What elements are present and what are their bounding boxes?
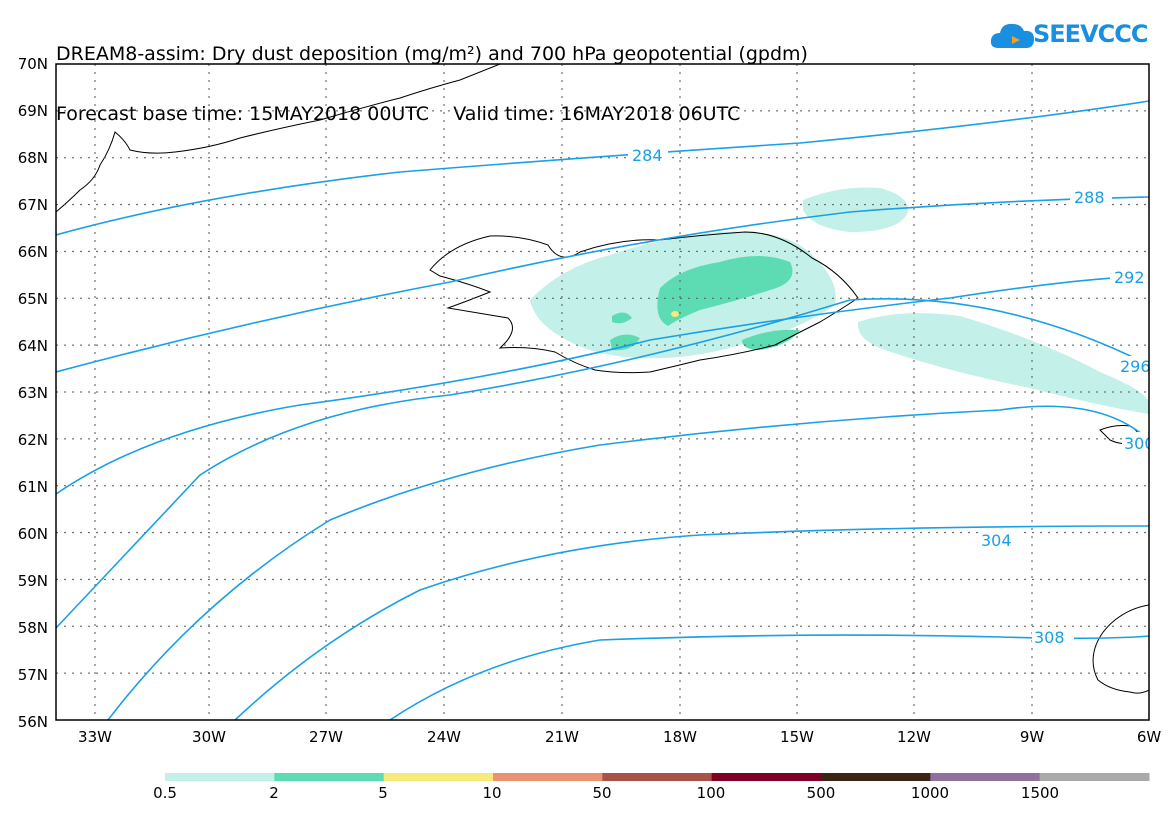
dust-area-west-high <box>612 312 632 324</box>
legend-label: 5 <box>378 784 388 802</box>
lat-label: 68N <box>18 149 48 167</box>
lat-label: 63N <box>18 384 48 402</box>
dust-area-central-high <box>657 256 793 326</box>
lat-label: 57N <box>18 666 48 684</box>
coast-iceland <box>429 231 859 374</box>
lon-label: 18W <box>663 728 697 746</box>
longitude-labels: 33W 30W 27W 24W 21W 18W 15W 12W 9W 6W <box>78 728 1161 746</box>
legend-swatch <box>711 773 822 781</box>
dust-area-south-high <box>610 334 640 351</box>
legend-label: 50 <box>592 784 611 802</box>
contour-label-308: 308 <box>1034 628 1065 647</box>
lat-label: 58N <box>18 619 48 637</box>
grid-lines <box>56 64 1149 720</box>
contour-label-284: 284 <box>632 146 663 165</box>
lat-label: 69N <box>18 102 48 120</box>
legend-swatch <box>493 773 603 781</box>
legend-label: 1500 <box>1021 784 1059 802</box>
legend-swatch <box>1039 773 1150 781</box>
legend-label: 500 <box>807 784 836 802</box>
contour-304 <box>234 525 1149 720</box>
lon-label: 27W <box>309 728 343 746</box>
dust-spot-yellow <box>671 311 679 317</box>
geopotential-contours <box>56 100 1149 720</box>
lat-label: 66N <box>18 243 48 261</box>
contour-308 <box>389 634 1149 720</box>
title-line-1: DREAM8-assim: Dry dust deposition (mg/m²… <box>56 43 808 65</box>
legend-label: 0.5 <box>153 784 177 802</box>
legend-swatch <box>165 773 275 781</box>
lat-label: 61N <box>18 478 48 496</box>
dust-area-east-plume <box>857 313 1149 414</box>
legend-swatch <box>602 773 713 781</box>
coast-greenland <box>56 64 501 213</box>
coast-scotland <box>1092 604 1149 694</box>
legend-swatch <box>383 773 494 781</box>
title-line-2: Forecast base time: 15MAY2018 00UTC Vali… <box>56 103 741 125</box>
lon-label: 30W <box>192 728 226 746</box>
contour-label-288: 288 <box>1074 188 1105 207</box>
lat-label: 70N <box>18 55 48 73</box>
contour-label-292: 292 <box>1114 268 1145 287</box>
legend-label: 10 <box>482 784 501 802</box>
contour-labels: 284 288 292 296 300 304 308 <box>628 144 1155 647</box>
contour-296 <box>56 298 1149 629</box>
lon-label: 6W <box>1137 728 1162 746</box>
legend-label: 1000 <box>911 784 949 802</box>
contour-label-296: 296 <box>1120 357 1151 376</box>
legend-swatch <box>930 773 1041 781</box>
contour-284 <box>56 100 1149 236</box>
lat-label: 59N <box>18 572 48 590</box>
dust-area-southeast-high <box>742 329 800 350</box>
lat-label: 62N <box>18 431 48 449</box>
lat-label: 65N <box>18 290 48 308</box>
lon-label: 9W <box>1020 728 1045 746</box>
lon-label: 12W <box>897 728 931 746</box>
lon-label: 33W <box>78 728 112 746</box>
contour-292 <box>56 275 1149 495</box>
coastlines <box>56 64 1149 694</box>
lat-label: 67N <box>18 196 48 214</box>
legend-label: 2 <box>269 784 279 802</box>
legend-swatch <box>274 773 385 781</box>
legend-swatch <box>821 773 931 781</box>
logo-text: SEEVCCC <box>1033 20 1148 48</box>
lon-label: 15W <box>780 728 814 746</box>
dust-deposition-areas <box>530 187 1149 414</box>
lat-label: 60N <box>18 525 48 543</box>
dust-area-northeast <box>803 187 909 232</box>
map-frame <box>55 63 1150 721</box>
lon-label: 24W <box>427 728 461 746</box>
contour-label-304: 304 <box>981 531 1012 550</box>
latitude-labels: 70N 69N 68N 67N 66N 65N 64N 63N 62N 61N … <box>18 55 48 731</box>
lon-label: 21W <box>545 728 579 746</box>
contour-300 <box>107 405 1149 720</box>
legend-label: 100 <box>697 784 726 802</box>
cloud-logo-icon <box>990 23 1034 48</box>
lat-label: 64N <box>18 337 48 355</box>
contour-label-300: 300 <box>1124 434 1155 453</box>
lat-label: 56N <box>18 713 48 731</box>
legend-labels: 0.5 2 5 10 50 100 500 1000 1500 <box>153 784 1059 802</box>
map-title: DREAM8-assim: Dry dust deposition (mg/m²… <box>56 4 808 144</box>
legend-colorbar <box>165 773 1150 781</box>
contour-288 <box>56 196 1149 373</box>
